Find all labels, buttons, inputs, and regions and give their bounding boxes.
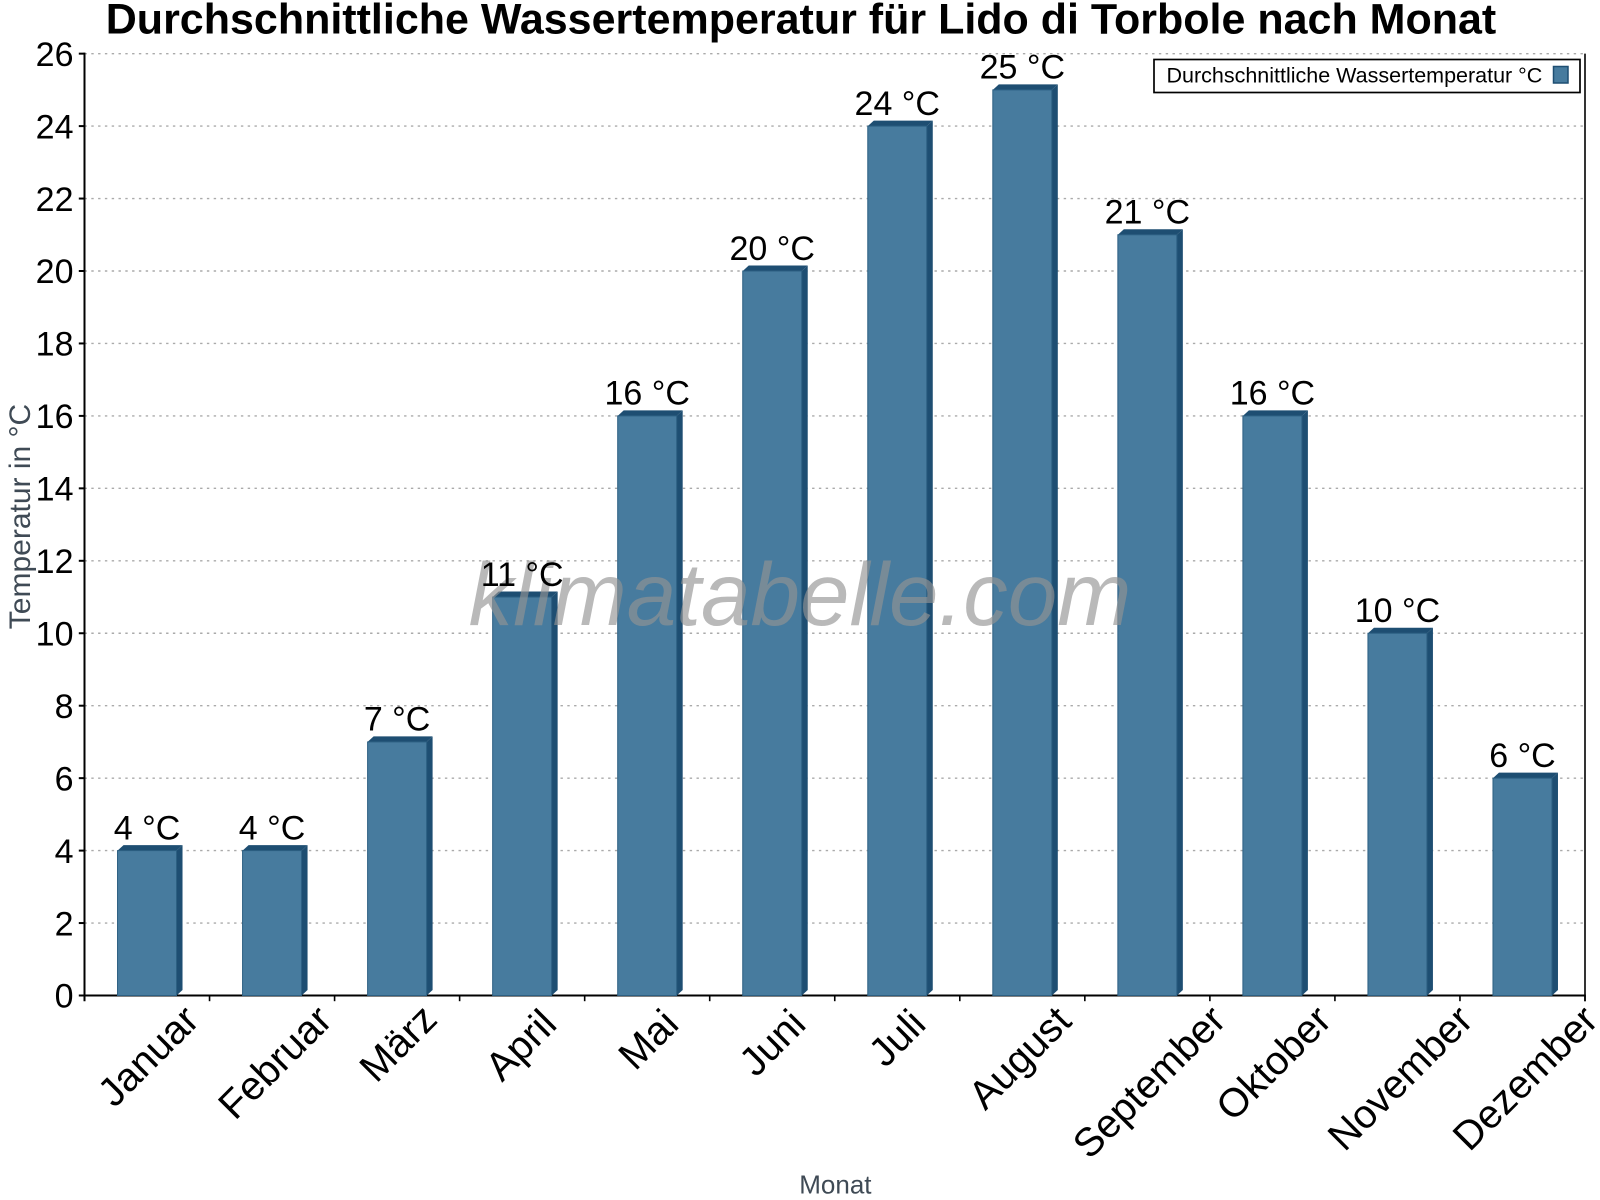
svg-text:4 °C: 4 °C <box>239 809 306 847</box>
svg-text:7 °C: 7 °C <box>364 701 431 739</box>
svg-text:klimatabelle.com: klimatabelle.com <box>469 544 1132 644</box>
svg-text:6 °C: 6 °C <box>1489 737 1556 775</box>
svg-text:8: 8 <box>55 688 74 726</box>
svg-text:24: 24 <box>36 108 74 146</box>
svg-text:12: 12 <box>36 543 74 581</box>
svg-text:14: 14 <box>36 471 74 509</box>
svg-text:21 °C: 21 °C <box>1105 194 1190 232</box>
svg-text:Temperatur in °C: Temperatur in °C <box>4 404 37 629</box>
svg-text:16: 16 <box>36 398 74 436</box>
svg-text:Durchschnittliche Wassertemper: Durchschnittliche Wassertemperatur °C <box>1167 64 1543 88</box>
svg-text:24 °C: 24 °C <box>855 85 940 123</box>
svg-text:11 °C: 11 °C <box>481 556 564 594</box>
svg-text:10 °C: 10 °C <box>1355 592 1440 630</box>
svg-text:0: 0 <box>55 978 74 1016</box>
svg-text:16 °C: 16 °C <box>604 375 689 413</box>
svg-text:20: 20 <box>36 253 74 291</box>
svg-text:22: 22 <box>36 181 74 219</box>
svg-text:2: 2 <box>55 905 74 943</box>
svg-text:20 °C: 20 °C <box>730 230 815 268</box>
svg-text:4 °C: 4 °C <box>114 809 181 847</box>
svg-text:6: 6 <box>55 760 74 798</box>
svg-text:16 °C: 16 °C <box>1230 375 1315 413</box>
svg-text:26: 26 <box>36 36 74 74</box>
svg-text:4: 4 <box>55 833 74 871</box>
svg-text:25 °C: 25 °C <box>980 49 1065 87</box>
svg-text:Durchschnittliche Wassertemper: Durchschnittliche Wassertemperatur für L… <box>106 0 1497 44</box>
svg-text:Monat: Monat <box>799 1170 872 1200</box>
svg-text:10: 10 <box>36 615 74 653</box>
svg-text:18: 18 <box>36 326 74 364</box>
